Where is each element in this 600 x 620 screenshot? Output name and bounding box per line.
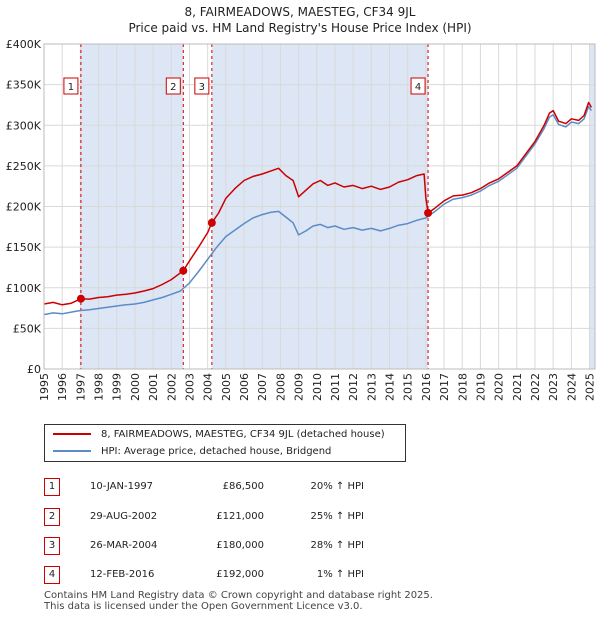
chart-title-line1: 8, FAIRMEADOWS, MAESTEG, CF34 9JL (184, 5, 416, 19)
x-tick-label: 2024 (565, 373, 578, 401)
sale-price: £121,000 (216, 511, 264, 522)
legend-item-hpi: HPI: Average price, detached house, Brid… (53, 444, 331, 460)
sale-number-label: 4 (415, 82, 421, 93)
x-tick-label: 2025 (584, 373, 597, 401)
sale-price: £86,500 (222, 481, 264, 492)
legend-swatch-property (53, 433, 91, 435)
sale-date: 10-JAN-1997 (90, 481, 154, 492)
y-tick-label: £200K (6, 201, 42, 214)
sale-number-box (63, 77, 79, 95)
x-tick-label: 2019 (474, 373, 487, 401)
y-tick-label: £100K (6, 282, 42, 295)
chart-legend: 8, FAIRMEADOWS, MAESTEG, CF34 9JL (detac… (44, 424, 406, 462)
x-tick-label: 2008 (274, 373, 287, 401)
plot-frame (43, 43, 596, 370)
x-tick-label: 2005 (220, 373, 233, 401)
y-tick-label: £50K (13, 322, 42, 335)
x-tick-label: 2021 (511, 373, 524, 401)
footer-attribution: Contains HM Land Registry data © Crown c… (44, 590, 433, 612)
sale-marker-label: 2 (44, 508, 60, 526)
x-tick-label: 2017 (438, 373, 451, 401)
x-tick-label: 2006 (238, 373, 251, 401)
x-tick-label: 2009 (293, 373, 306, 401)
x-tick-label: 1996 (56, 373, 69, 401)
sale-number-label: 1 (68, 82, 74, 93)
x-tick-label: 1995 (38, 373, 51, 401)
sale-price: £180,000 (216, 540, 264, 551)
x-tick-label: 2004 (202, 373, 215, 401)
sale-number-label: 3 (199, 82, 205, 93)
x-tick-label: 2003 (183, 373, 196, 401)
x-tick-label: 2007 (256, 373, 269, 401)
x-tick-label: 2001 (147, 373, 160, 401)
y-tick-label: £300K (6, 119, 42, 132)
y-tick-label: £0 (27, 363, 41, 376)
y-tick-label: £350K (6, 79, 42, 92)
sale-point (179, 266, 188, 275)
sale-marker-label: 3 (44, 537, 60, 555)
x-tick-label: 1999 (111, 373, 124, 401)
x-tick-label: 1998 (93, 373, 106, 401)
footer-line2: This data is licensed under the Open Gov… (44, 601, 363, 612)
sale-price: £192,000 (216, 569, 264, 580)
sale-hpi-diff: 1% ↑ HPI (316, 569, 364, 580)
table-row: 3 26-MAR-2004 £180,000 28% ↑ HPI (44, 537, 404, 555)
sale-date: 29-AUG-2002 (90, 511, 158, 522)
x-tick-label: 2012 (347, 373, 360, 401)
footer-line1: Contains HM Land Registry data © Crown c… (44, 590, 433, 601)
x-tick-label: 2002 (165, 373, 178, 401)
x-tick-label: 2023 (547, 373, 560, 401)
sale-point (207, 218, 216, 227)
sale-number-box (194, 77, 210, 95)
legend-swatch-hpi (53, 450, 91, 452)
sale-number-box (410, 77, 426, 95)
sale-hpi-diff: 25% ↑ HPI (310, 511, 364, 522)
sale-date: 26-MAR-2004 (90, 540, 158, 551)
x-tick-label: 2013 (365, 373, 378, 401)
price-chart: £0 £50K £100K £150K £200K £250K £300K £350K £400… (6, 38, 597, 401)
x-tick-label: 2014 (384, 373, 397, 401)
legend-item-property: 8, FAIRMEADOWS, MAESTEG, CF34 9JL (detac… (53, 427, 385, 443)
x-tick-label: 2010 (311, 373, 324, 401)
legend-label-hpi: HPI: Average price, detached house, Brid… (101, 446, 332, 457)
table-row: 1 10-JAN-1997 £86,500 20% ↑ HPI (44, 478, 404, 496)
sale-number-box (165, 77, 181, 95)
sale-marker-label: 1 (44, 478, 60, 496)
x-tick-label: 2018 (456, 373, 469, 401)
x-tick-label: 2022 (529, 373, 542, 401)
x-tick-label: 1997 (74, 373, 87, 401)
chart-title-line2: Price paid vs. HM Land Registry's House … (128, 21, 472, 35)
sale-number-label: 2 (170, 82, 176, 93)
x-tick-label: 2020 (493, 373, 506, 401)
sale-date: 12-FEB-2016 (90, 569, 155, 580)
hpi-line (43, 105, 593, 316)
sale-hpi-diff: 28% ↑ HPI (310, 540, 364, 551)
property-price-line (43, 101, 593, 306)
sale-point (424, 209, 433, 217)
x-tick-label: 2016 (420, 373, 433, 401)
x-tick-label: 2000 (129, 373, 142, 401)
sale-point (76, 294, 85, 303)
y-tick-label: £250K (6, 160, 42, 173)
x-tick-label: 2015 (402, 373, 415, 401)
y-tick-label: £400K (6, 38, 42, 51)
sale-hpi-diff: 20% ↑ HPI (310, 481, 364, 492)
sale-marker-label: 4 (44, 566, 60, 584)
table-row: 2 29-AUG-2002 £121,000 25% ↑ HPI (44, 508, 404, 526)
x-tick-label: 2011 (329, 373, 342, 401)
legend-label-property: 8, FAIRMEADOWS, MAESTEG, CF34 9JL (detac… (101, 429, 385, 440)
y-tick-label: £150K (6, 241, 42, 254)
chart-title: 8, FAIRMEADOWS, MAESTEG, CF34 9JL Price … (0, 4, 600, 36)
table-row: 4 12-FEB-2016 £192,000 1% ↑ HPI (44, 566, 404, 584)
